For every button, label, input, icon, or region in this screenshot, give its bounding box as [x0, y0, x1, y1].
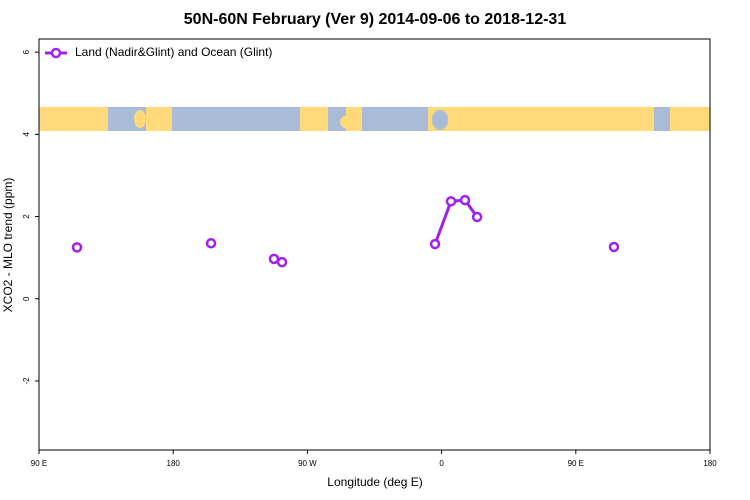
x-tick-label: 180: [703, 459, 717, 468]
legend-label: Land (Nadir&Glint) and Ocean (Glint): [75, 45, 272, 59]
x-tick-label: 90 E: [568, 459, 584, 468]
map-strip: [39, 107, 710, 131]
x-tick-label: 180: [167, 459, 181, 468]
y-tick-label: 6: [22, 49, 31, 54]
data-point: [205, 238, 217, 249]
x-axis-label: Longitude (deg E): [327, 475, 422, 489]
data-point: [471, 211, 483, 223]
data-point: [608, 241, 620, 253]
data-point: [276, 256, 288, 268]
data-line: [435, 200, 614, 247]
x-tick-label: 0: [439, 459, 444, 468]
data-point: [445, 196, 457, 207]
chart-title: 50N-60N February (Ver 9) 2014-09-06 to 2…: [184, 11, 567, 28]
data-point: [268, 253, 280, 265]
legend-marker: [50, 47, 62, 59]
y-axis-label: XCO2 - MLO trend (ppm): [1, 178, 15, 313]
x-tick-label: 90 E: [31, 459, 47, 468]
y-tick-label: 2: [22, 214, 31, 219]
plot-frame: [38, 38, 711, 451]
data-point: [71, 242, 83, 253]
y-tick-label: -2: [22, 377, 31, 385]
x-tick-label: 90 W: [298, 459, 317, 468]
legend: Land (Nadir&Glint) and Ocean (Glint): [45, 45, 272, 59]
data-point: [459, 194, 471, 206]
y-tick-label: 0: [22, 296, 31, 301]
y-tick-label: 4: [22, 132, 31, 137]
data-point: [429, 238, 441, 250]
